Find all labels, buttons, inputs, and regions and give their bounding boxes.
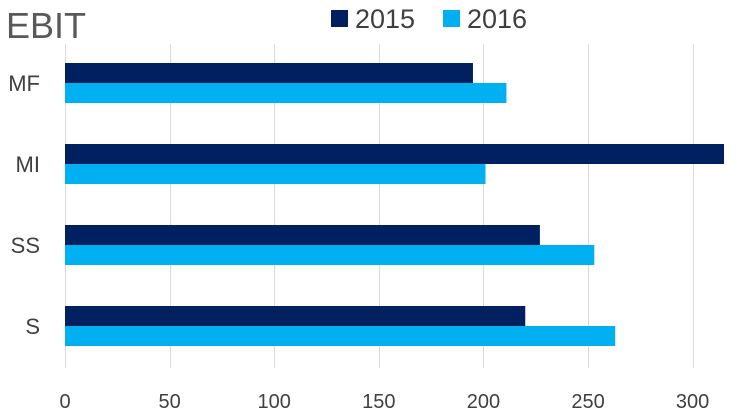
bar-s-2015 <box>65 306 526 326</box>
bars <box>65 63 724 346</box>
x-tick-label-50: 50 <box>158 391 180 413</box>
bar-s-2016 <box>65 326 616 346</box>
x-tick-label-0: 0 <box>59 391 70 413</box>
bar-mi-2016 <box>65 164 486 184</box>
x-tick-label-200: 200 <box>467 391 500 413</box>
x-tick-label-100: 100 <box>258 391 291 413</box>
category-label-mf: MF <box>8 71 40 96</box>
chart-title: EBIT <box>6 5 86 46</box>
x-tick-label-300: 300 <box>676 391 709 413</box>
bar-ss-2015 <box>65 225 540 245</box>
bar-mf-2015 <box>65 63 473 83</box>
legend-label-2016: 2016 <box>467 4 527 34</box>
bar-ss-2016 <box>65 245 595 265</box>
x-tick-label-150: 150 <box>362 391 395 413</box>
bar-mi-2015 <box>65 144 724 164</box>
category-label-mi: MI <box>16 152 40 177</box>
legend-swatch-2016 <box>443 10 460 27</box>
x-tick-label-250: 250 <box>571 391 604 413</box>
legend-label-2015: 2015 <box>355 4 415 34</box>
category-label-s: S <box>25 314 40 339</box>
x-axis-tick-labels: 0 50 100 150 200 250 300 <box>59 391 709 413</box>
category-label-ss: SS <box>11 233 40 258</box>
legend-swatch-2015 <box>331 10 348 27</box>
legend: 2015 2016 <box>331 4 527 34</box>
bar-mf-2016 <box>65 83 507 103</box>
